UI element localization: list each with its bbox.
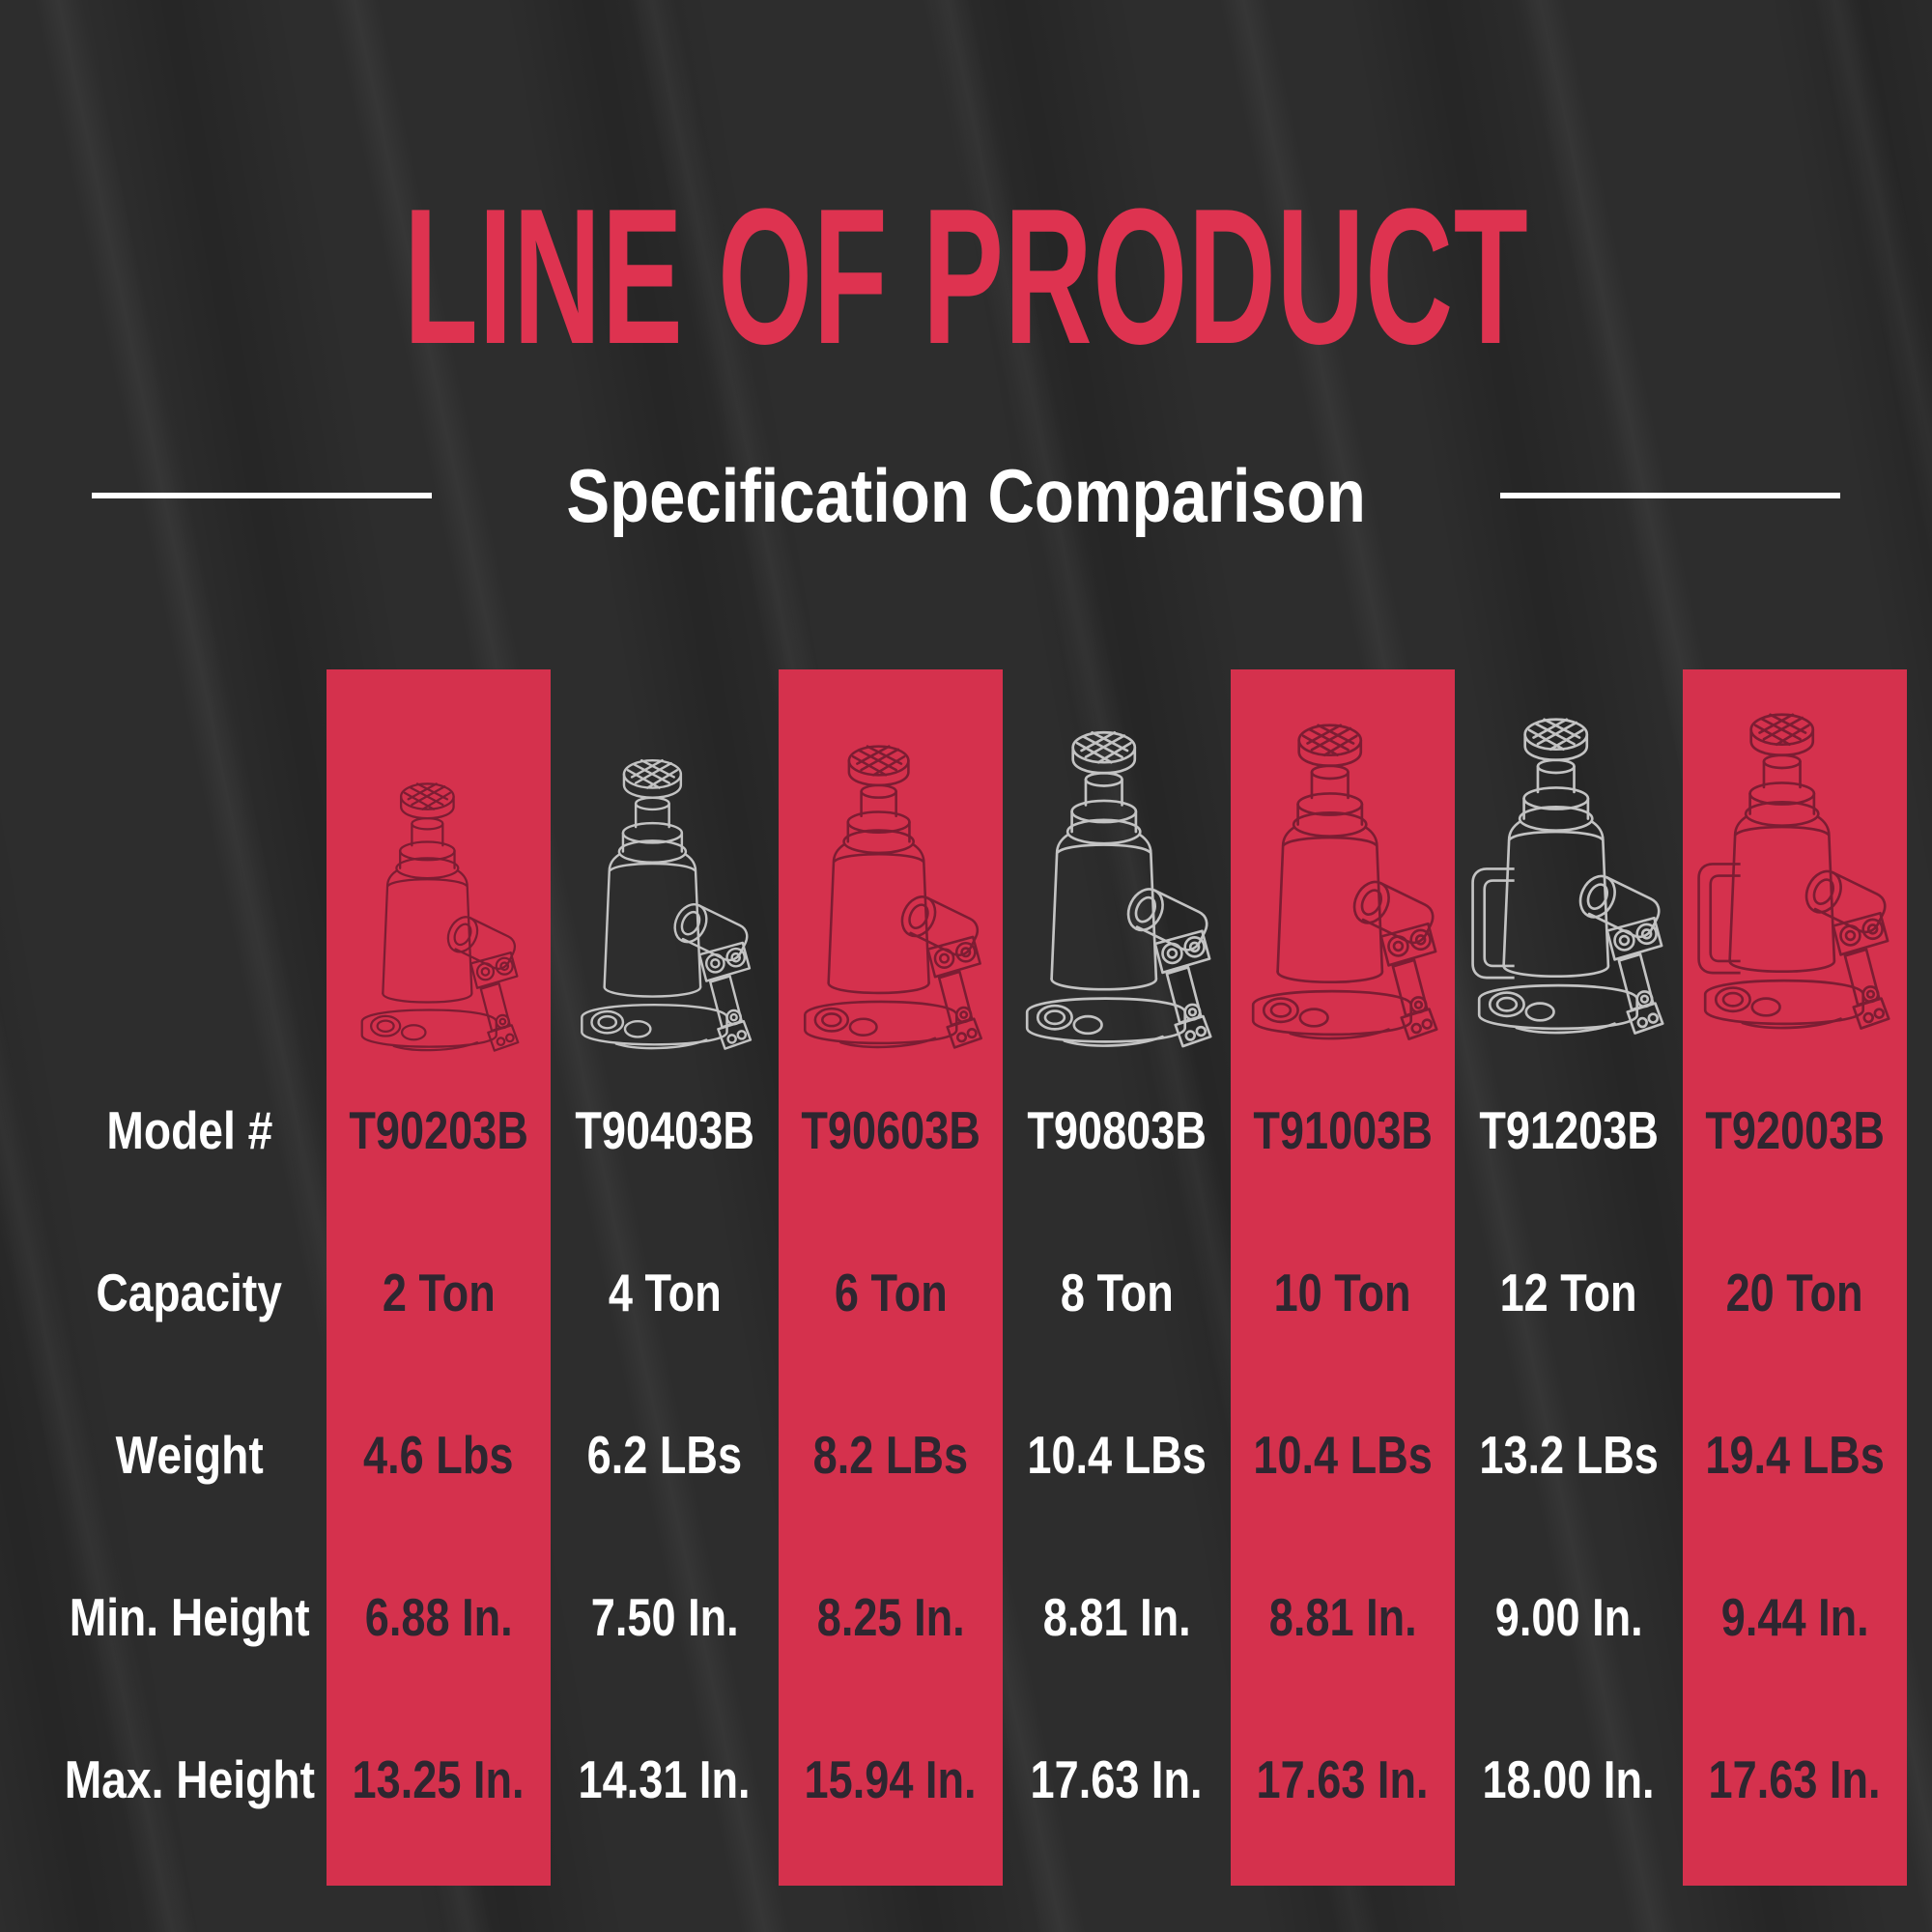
product-column-t92003b: T92003B 20 Ton 19.4 LBs 9.44 In. 17.63 I… xyxy=(1683,669,1907,1886)
cell-weight: 19.4 LBs xyxy=(1705,1424,1885,1485)
page-title-text: LINE OF PRODUCT xyxy=(403,169,1529,384)
row-label-capacity: Capacity xyxy=(96,1262,283,1322)
bottle-jack-with-handle-icon xyxy=(1471,718,1665,1035)
cell-weight: 8.2 LBs xyxy=(812,1424,969,1485)
row-label-max-height: Max. Height xyxy=(64,1748,315,1809)
cell-max-height: 15.94 In. xyxy=(804,1748,977,1809)
cell-capacity: 10 Ton xyxy=(1273,1262,1411,1322)
cell-weight: 6.2 LBs xyxy=(586,1424,743,1485)
cell-min-height: 9.00 In. xyxy=(1494,1586,1643,1647)
subtitle-text: Specification Comparison xyxy=(566,453,1366,538)
spec-table: Model # Capacity Weight Min. Height Max.… xyxy=(54,669,1907,1886)
bottle-jack-icon xyxy=(803,745,983,1049)
row-label-model: Model # xyxy=(106,1099,272,1160)
product-column-t91203b: T91203B 12 Ton 13.2 LBs 9.00 In. 18.00 I… xyxy=(1457,669,1681,1886)
cell-capacity: 8 Ton xyxy=(1060,1262,1174,1322)
product-column-t90603b: T90603B 6 Ton 8.2 LBs 8.25 In. 15.94 In. xyxy=(779,669,1003,1886)
bottle-jack-icon xyxy=(1251,724,1439,1040)
bottle-jack-icon xyxy=(360,782,521,1052)
cell-model: T90203B xyxy=(349,1099,528,1160)
cell-max-height: 17.63 In. xyxy=(1708,1748,1881,1809)
cell-min-height: 8.25 In. xyxy=(816,1586,965,1647)
product-column-t90803b: T90803B 8 Ton 10.4 LBs 8.81 In. 17.63 In… xyxy=(1005,669,1229,1886)
cell-min-height: 7.50 In. xyxy=(590,1586,739,1647)
cell-model: T91003B xyxy=(1253,1099,1433,1160)
cell-min-height: 9.44 In. xyxy=(1720,1586,1869,1647)
cell-capacity: 4 Ton xyxy=(608,1262,722,1322)
cell-weight: 10.4 LBs xyxy=(1253,1424,1433,1485)
bottle-jack-icon xyxy=(1025,730,1213,1048)
cell-model: T91203B xyxy=(1479,1099,1659,1160)
cell-model: T90803B xyxy=(1027,1099,1207,1160)
row-label-spacer xyxy=(54,669,325,1049)
cell-max-height: 18.00 In. xyxy=(1482,1748,1655,1809)
product-column-t90203b: T90203B 2 Ton 4.6 Lbs 6.88 In. 13.25 In. xyxy=(327,669,551,1886)
row-label-column: Model # Capacity Weight Min. Height Max.… xyxy=(54,669,325,1886)
cell-weight: 10.4 LBs xyxy=(1027,1424,1207,1485)
cell-min-height: 8.81 In. xyxy=(1268,1586,1417,1647)
cell-max-height: 17.63 In. xyxy=(1030,1748,1203,1809)
row-label-weight: Weight xyxy=(115,1424,264,1485)
cell-capacity: 2 Ton xyxy=(382,1262,496,1322)
cell-max-height: 14.31 In. xyxy=(578,1748,751,1809)
cell-model: T90603B xyxy=(801,1099,980,1160)
bottle-jack-with-handle-icon xyxy=(1697,713,1891,1030)
subtitle-row: Specification Comparison xyxy=(0,452,1932,539)
product-column-t90403b: T90403B 4 Ton 6.2 LBs 7.50 In. 14.31 In. xyxy=(553,669,777,1886)
cell-weight: 13.2 LBs xyxy=(1479,1424,1659,1485)
cell-capacity: 20 Ton xyxy=(1725,1262,1863,1322)
cell-capacity: 12 Ton xyxy=(1499,1262,1637,1322)
subtitle-left-rule xyxy=(91,493,432,498)
row-label-min-height: Min. Height xyxy=(69,1586,310,1647)
cell-model: T92003B xyxy=(1705,1099,1885,1160)
product-column-t91003b: T91003B 10 Ton 10.4 LBs 8.81 In. 17.63 I… xyxy=(1231,669,1455,1886)
cell-min-height: 6.88 In. xyxy=(364,1586,513,1647)
bottle-jack-icon xyxy=(581,758,753,1050)
subtitle-right-rule xyxy=(1500,493,1841,498)
subtitle: Specification Comparison xyxy=(501,458,1431,533)
cell-max-height: 13.25 In. xyxy=(352,1748,525,1809)
cell-max-height: 17.63 In. xyxy=(1256,1748,1429,1809)
cell-weight: 4.6 Lbs xyxy=(363,1424,514,1485)
cell-min-height: 8.81 In. xyxy=(1042,1586,1191,1647)
page-title: LINE OF PRODUCT xyxy=(0,181,1932,374)
cell-capacity: 6 Ton xyxy=(834,1262,948,1322)
cell-model: T90403B xyxy=(575,1099,754,1160)
